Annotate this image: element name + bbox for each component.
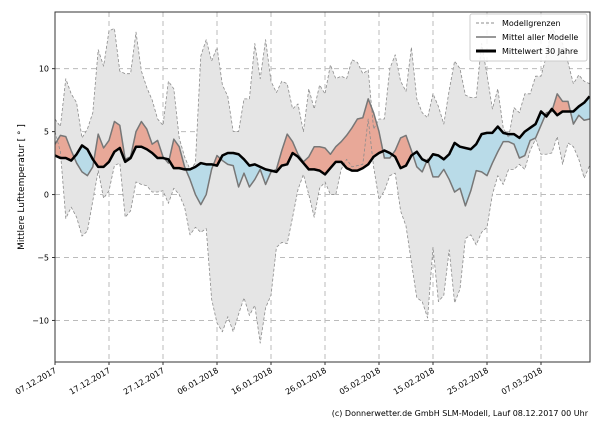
- above-climate-area: [55, 135, 75, 161]
- lower-bound-line: [54, 118, 590, 344]
- plot-marks: [54, 26, 591, 344]
- x-tick-label: 06.01.2018: [176, 366, 220, 397]
- x-axis: 07.12.2017 17.12.2017 27.12.2017 06.01.2018…: [14, 362, 544, 397]
- legend-label-model-mean: Mittel aller Modelle: [502, 33, 578, 42]
- x-tick-label: 07.12.2017: [14, 366, 58, 397]
- y-tick-label: −5: [37, 254, 49, 263]
- y-axis: −10 −5 0 5 10: [32, 65, 55, 325]
- climate-mean-line: [54, 95, 591, 176]
- x-tick-label: 26.01.2018: [284, 366, 328, 397]
- x-tick-label: 27.12.2017: [122, 366, 166, 397]
- x-tick-label: 07.03.2018: [500, 366, 544, 397]
- model-mean-line: [54, 93, 590, 207]
- x-tick-label: 16.01.2018: [230, 366, 274, 397]
- above-climate-area: [272, 98, 383, 175]
- plot-frame: [54, 11, 591, 363]
- below-climate-area: [220, 153, 273, 187]
- x-tick-label: 25.02.2018: [446, 366, 490, 397]
- y-tick-label: 5: [44, 128, 49, 137]
- y-tick-label: 10: [39, 65, 49, 74]
- x-tick-label: 15.02.2018: [392, 366, 436, 397]
- below-climate-area: [428, 111, 546, 206]
- y-tick-label: −10: [32, 316, 49, 325]
- y-tick-label: 0: [44, 191, 49, 200]
- y-axis-label: Mittlere Lufttemperatur [ ° ]: [17, 124, 27, 250]
- legend-label-range: Modellgrenzen: [502, 19, 561, 28]
- footer-credit: (c) Donnerwetter.de GmbH SLM-Modell, Lau…: [332, 409, 589, 418]
- legend-label-climate-mean: Mittelwert 30 Jahre: [502, 47, 578, 56]
- below-climate-area: [185, 163, 214, 205]
- x-tick-label: 17.12.2017: [68, 366, 112, 397]
- below-climate-area: [382, 150, 393, 159]
- legend: Modellgrenzen Mittel aller Modelle Mitte…: [469, 13, 588, 62]
- above-climate-area: [169, 139, 186, 170]
- below-climate-area: [412, 151, 427, 172]
- x-tick-label: 05.02.2018: [338, 366, 382, 397]
- above-climate-area: [552, 93, 571, 116]
